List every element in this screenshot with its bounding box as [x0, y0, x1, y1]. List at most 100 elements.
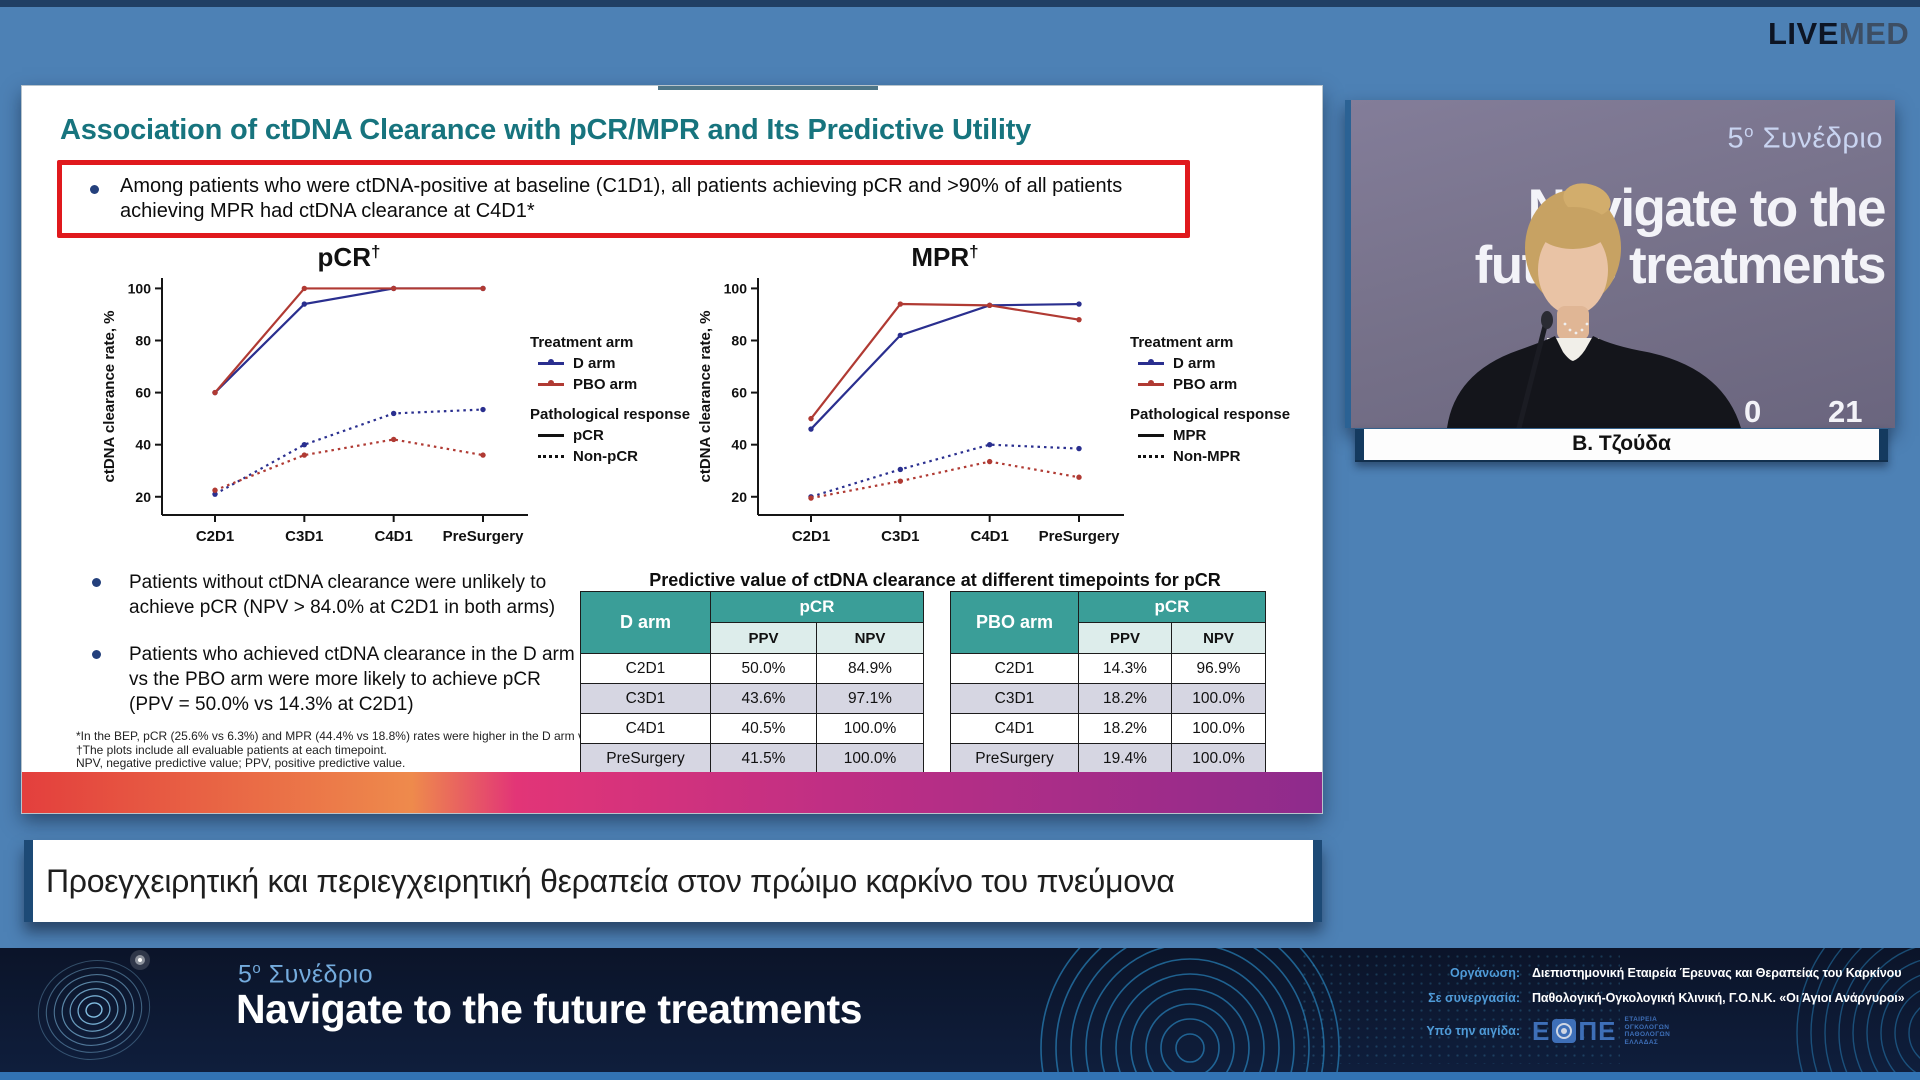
- credit-row: Υπό την αιγίδα: Ε ΠΕ ΕΤΑΙΡΕΙΑ ΟΓΚΟΛΟΓΩΝ ΠΑΘΟΛ…: [1412, 1016, 1912, 1046]
- svg-text:ctDNA clearance rate, %: ctDNA clearance rate, %: [697, 310, 714, 482]
- table-cell: PreSurgery: [950, 743, 1079, 774]
- legend-item: pCR: [538, 427, 740, 444]
- table-row: PreSurgery 41.5% 100.0%: [580, 743, 924, 774]
- table-row: PreSurgery 19.4% 100.0%: [950, 743, 1266, 774]
- table-cell: 100.0%: [1171, 683, 1266, 714]
- credit-value: Διεπιστημονική Εταιρεία Έρευνας και Θερα…: [1532, 966, 1902, 980]
- table-cell: 97.1%: [816, 683, 924, 714]
- bullet-item: Patients who achieved ctDNA clearance in…: [78, 642, 588, 717]
- legend-label: D arm: [1173, 355, 1216, 372]
- legend-label: Non-MPR: [1173, 448, 1241, 465]
- eope-letter: Ε: [1532, 1016, 1551, 1046]
- highlight-bullet: Among patients who were ctDNA-positive a…: [120, 175, 1123, 222]
- svg-text:80: 80: [135, 333, 151, 349]
- bullet-item: Patients without ctDNA clearance were un…: [78, 570, 588, 620]
- livemed-live: LIVE: [1768, 16, 1839, 51]
- table-cell: 100.0%: [1171, 713, 1266, 744]
- legend-item: PBO arm: [1138, 376, 1340, 393]
- speaker-name: Β. Τζούδα: [1572, 432, 1671, 455]
- table-cell: 100.0%: [1171, 743, 1266, 774]
- bullet-dot: [92, 578, 101, 587]
- legend-group-title: Pathological response: [530, 406, 691, 423]
- slide-top-remnant: [658, 86, 878, 90]
- footer: 5ο Συνέδριο Navigate to the future treat…: [0, 948, 1920, 1072]
- table-cell: 50.0%: [710, 653, 817, 684]
- svg-text:PreSurgery: PreSurgery: [1039, 528, 1121, 545]
- legend-label: PBO arm: [573, 376, 638, 393]
- column-header-cell: NPV: [816, 622, 924, 654]
- bottom-strip: [0, 1072, 1920, 1080]
- legend-label: MPR: [1173, 427, 1207, 444]
- mpr-legend: Treatment arm D arm PBO arm Pathological re…: [1130, 334, 1340, 469]
- ripple-decoration: [1040, 948, 1340, 1072]
- footer-tagline: Navigate to the future treatments: [236, 986, 862, 1032]
- table-cell: C3D1: [580, 683, 711, 714]
- footnote-line: †The plots include all evaluable patient…: [76, 742, 387, 757]
- table-title: Predictive value of ctDNA clearance at d…: [649, 570, 1221, 590]
- svg-text:pCR†: pCR†: [318, 242, 381, 272]
- legend-swatch: [538, 434, 564, 437]
- footnote-line: NPV, negative predictive value; PPV, pos…: [76, 756, 406, 770]
- table-row: C3D1 18.2% 100.0%: [950, 683, 1266, 714]
- legend-label: PBO arm: [1173, 376, 1238, 393]
- slide-title: Association of ctDNA Clearance with pCR/…: [60, 114, 1032, 146]
- pcr-chart: pCR† 20 40 60 80 100 C2D1 C3D1 C4D1 PreSurgery ctD…: [101, 242, 528, 545]
- arm-header-cell: D arm: [580, 591, 711, 654]
- footnote-line: *In the BEP, pCR (25.6% vs 6.3%) and MPR…: [76, 729, 667, 743]
- speaker-name-plate: Β. Τζούδα: [1355, 428, 1888, 462]
- top-strip: [0, 0, 1920, 7]
- credit-label: Οργάνωση:: [1450, 966, 1520, 980]
- table-cell: 43.6%: [710, 683, 817, 714]
- legend-swatch: [538, 455, 564, 458]
- credit-label: Σε συνεργασία:: [1428, 991, 1520, 1005]
- eope-subtitle: ΕΤΑΙΡΕΙΑ ΟΓΚΟΛΟΓΩΝ ΠΑΘΟΛΟΓΩΝ ΕΛΛΑΔΑΣ: [1624, 1016, 1671, 1046]
- legend-swatch: [1138, 434, 1164, 437]
- session-title: Προεγχειρητική και περιεγχειρητική θεραπ…: [46, 863, 1175, 899]
- table-cell: C3D1: [950, 683, 1079, 714]
- eope-logo: Ε ΠΕ ΕΤΑΙΡΕΙΑ ΟΓΚΟΛΟΓΩΝ ΠΑΘΟΛΟΓΩΝ ΕΛΛΑΔΑΣ: [1532, 1016, 1670, 1046]
- svg-text:C3D1: C3D1: [285, 528, 323, 545]
- livemed-med: MED: [1838, 16, 1910, 51]
- table-row: C3D1 43.6% 97.1%: [580, 683, 924, 714]
- table-cell: C4D1: [950, 713, 1079, 744]
- dot-grid-decoration: [1300, 952, 1620, 1064]
- legend-swatch: [1138, 455, 1164, 458]
- table-cell: 100.0%: [816, 713, 924, 744]
- table-cell: 14.3%: [1078, 653, 1172, 684]
- table-row: C4D1 40.5% 100.0%: [580, 713, 924, 744]
- table-row: C4D1 18.2% 100.0%: [950, 713, 1266, 744]
- group-header-cell: pCR: [1078, 591, 1266, 623]
- bullet-text: Patients who achieved ctDNA clearance in…: [129, 644, 575, 715]
- congress-spiral-logo: [37, 950, 151, 1060]
- svg-text:40: 40: [135, 437, 151, 453]
- svg-text:C2D1: C2D1: [792, 528, 830, 545]
- legend-item: D arm: [538, 355, 740, 372]
- svg-text:PreSurgery: PreSurgery: [443, 528, 525, 545]
- svg-text:60: 60: [731, 385, 747, 401]
- eope-spiral-icon: [1552, 1019, 1577, 1043]
- bullet-list: Patients without ctDNA clearance were un…: [78, 570, 588, 739]
- presentation-slide: Association of ctDNA Clearance with pCR/…: [21, 85, 1323, 814]
- credit-value: Παθολογική-Ογκολογική Κλινική, Γ.Ο.Ν.Κ. …: [1532, 991, 1905, 1005]
- arm-header-cell: PBO arm: [950, 591, 1079, 654]
- table-cell: 18.2%: [1078, 713, 1172, 744]
- legend-swatch: [1138, 380, 1164, 386]
- bullet-dot: [90, 185, 99, 194]
- svg-text:80: 80: [731, 333, 747, 349]
- group-header-cell: pCR: [710, 591, 924, 623]
- credit-label: Υπό την αιγίδα:: [1426, 1024, 1520, 1038]
- legend-group-title: Treatment arm: [530, 334, 634, 351]
- pcr-legend: Treatment arm D arm PBO arm Pathological re…: [530, 334, 740, 469]
- slide-accent-bar: [22, 772, 1322, 813]
- legend-item: D arm: [1138, 355, 1340, 372]
- session-title-banner: Προεγχειρητική και περιεγχειρητική θεραπ…: [24, 840, 1322, 922]
- speaker-silhouette: [1447, 183, 1741, 428]
- eope-letters: ΠΕ: [1578, 1016, 1617, 1046]
- legend-swatch: [1138, 359, 1164, 365]
- table-cell: PreSurgery: [580, 743, 711, 774]
- pbo-arm-table: PBO arm pCR PPV NPV C2D1 14.3% 96.9% C3D1 18.2% 1…: [950, 591, 1266, 774]
- svg-text:40: 40: [731, 437, 747, 453]
- d-arm-table: D arm pCR PPV NPV C2D1 50.0% 84.9% C3D1 43.6% 97.…: [580, 591, 924, 774]
- column-header-cell: PPV: [710, 622, 817, 654]
- legend-item: PBO arm: [538, 376, 740, 393]
